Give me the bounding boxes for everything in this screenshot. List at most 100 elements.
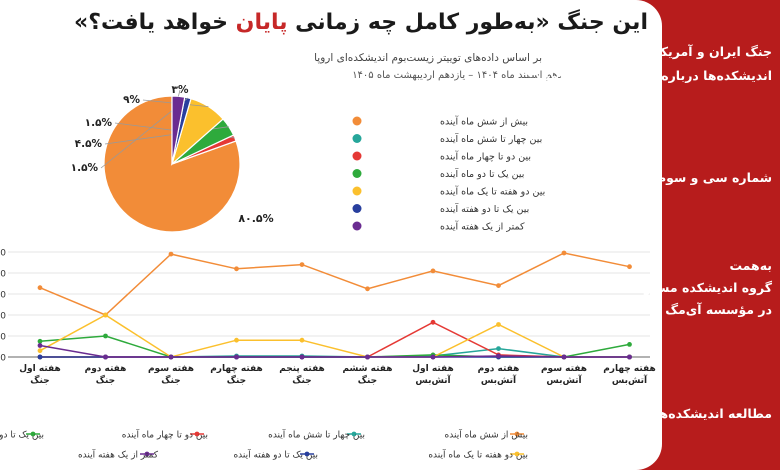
data-point [37,285,43,291]
data-point [37,338,43,344]
chart-title: این جنگ «به‌طور کامل چه زمانی پایان خواه… [74,10,648,35]
sidebar: جنگ ایران و آمریکا؛ اندیشکده‌ها درباره ر… [526,0,780,470]
line-legend-marker [144,451,150,457]
line-legend-marker [304,451,310,457]
x-tick-label: آتش‌بس [481,374,517,386]
pie-legend-marker [352,221,362,231]
pie-legend-label: کمتر از یک هفته آینده [440,220,525,233]
x-tick-label: هفته پنجم [279,364,325,374]
data-point [627,342,632,347]
data-point [299,354,305,360]
pie-legend-marker [352,151,362,161]
pie-legend-marker [352,116,362,126]
pie-legend-label: بیش از شش ماه آینده [440,115,528,128]
line-legend-label: بین چهار تا شش ماه آینده [268,429,365,441]
sidebar-footer: مطالعه اندیشکده‌ها [654,406,772,421]
data-point [234,337,239,343]
y-tick-label: 80 [0,270,6,280]
x-tick-label: هفته ششم [342,364,392,374]
data-point [496,346,501,351]
line-legend-marker [30,431,36,437]
sidebar-series-title: جنگ ایران و آمریکا؛ [651,44,772,59]
data-point [627,264,632,270]
pie-legend-marker [352,169,362,178]
chart-subtitle: بر اساس داده‌های توییتر زیست‌بوم اندیشکد… [314,52,542,64]
x-tick-label: هفته اول [412,364,453,374]
line-legend-label: بین یک تا دو هفته آینده [233,449,318,461]
title-highlight: پایان [235,10,288,35]
data-point [37,343,43,348]
line-legend-label: بین یک تا دو ماه آینده [0,429,44,441]
series-line [39,344,630,358]
x-tick-label: هفته سوم [148,364,194,374]
data-point [168,251,174,257]
pie-slice [171,95,186,165]
data-point [168,354,174,360]
data-point [496,353,501,359]
x-tick-label: هفته دوم [478,364,520,374]
data-point [561,354,567,360]
pie-legend-marker [352,186,362,196]
x-tick-label: آتش‌بس [546,374,582,386]
pie-legend-label: بین یک تا دو هفته آینده [440,202,529,215]
data-point [103,333,108,339]
data-point [299,337,305,343]
x-tick-label: هفته چهارم [210,364,263,374]
pie-legend-marker [352,204,362,213]
data-point [496,283,501,288]
x-tick-label: جنگ [96,374,115,386]
sidebar-issue-number: شماره سی و سوم [657,170,772,185]
x-tick-label: جنگ [358,374,377,386]
x-tick-label: جنگ [292,374,311,386]
data-point [299,262,305,267]
line-legend-marker [514,431,520,437]
series-line [39,252,630,316]
chart-card: این جنگ «به‌طور کامل چه زمانی پایان خواه… [0,0,662,470]
data-point [430,319,436,325]
x-tick-label: آتش‌بس [415,374,451,386]
pie-chart: ۸۰.۵% ۱.۵% ۴.۵% ۹% ۱.۵% ۳% بیش از شش ماه آینده… [71,84,545,233]
line-legend-label: بین دو هفته تا یک ماه آینده [428,449,528,461]
line-legend-marker [351,431,357,437]
series-line [40,321,630,358]
series-line [39,314,630,358]
pie-legend-label: بین دو هفته تا یک ماه آینده [440,185,545,198]
x-tick-label: هفته دوم [85,364,127,374]
x-tick-label: هفته چهارم [603,364,656,374]
pie-legend-label: بین دو تا چهار ماه آینده [440,150,531,163]
date-range: دهم اسفند ماه ۱۴۰۴ – یازدهم اردیبهشت ماه… [352,70,562,81]
line-legend-label: بیش از شش ماه آینده [445,429,528,441]
data-point [365,286,370,292]
pie-value-label: ۱.۵% [71,162,99,174]
data-point [37,354,43,360]
x-tick-label: جنگ [227,374,246,386]
data-point [430,354,436,360]
data-point [365,354,370,360]
pie-value-label: ۸۰.۵% [238,212,273,225]
line-legend-label: کمتر از یک هفته آینده [78,449,159,461]
sidebar-series-subtitle: اندیشکده‌ها درباره روز بعد چه می‌گویند؟ [526,68,772,83]
line-legend-label: بین دو تا چهار ماه آینده [122,429,208,441]
data-point [627,354,632,360]
line-legend-marker [194,431,200,437]
x-tick-label: جنگ [161,374,180,386]
data-point [103,312,108,318]
sidebar-credit-line3: در مؤسسه آی‌مگ [665,302,772,317]
x-tick-label: هفته اول [19,364,60,374]
data-point [234,266,239,272]
y-tick-label: 60 [0,291,6,301]
x-tick-label: آتش‌بس [612,374,648,386]
pie-legend-label: بین یک تا دو ماه آینده [440,167,524,180]
y-tick-label: 20 [0,333,6,343]
pie-legend-marker [352,134,362,143]
pie-value-label: ۱.۵% [85,117,113,129]
data-point [234,354,239,360]
pie-value-label: ۴.۵% [75,138,103,150]
y-tick-label: 40 [0,312,6,322]
pie-value-label: ۹% [123,94,140,106]
pie-legend-label: بین چهار تا شش ماه آینده [440,132,542,145]
pie-leader-line [178,89,181,97]
sidebar-credit-line1: به‌همت [729,258,772,273]
data-point [496,322,501,327]
